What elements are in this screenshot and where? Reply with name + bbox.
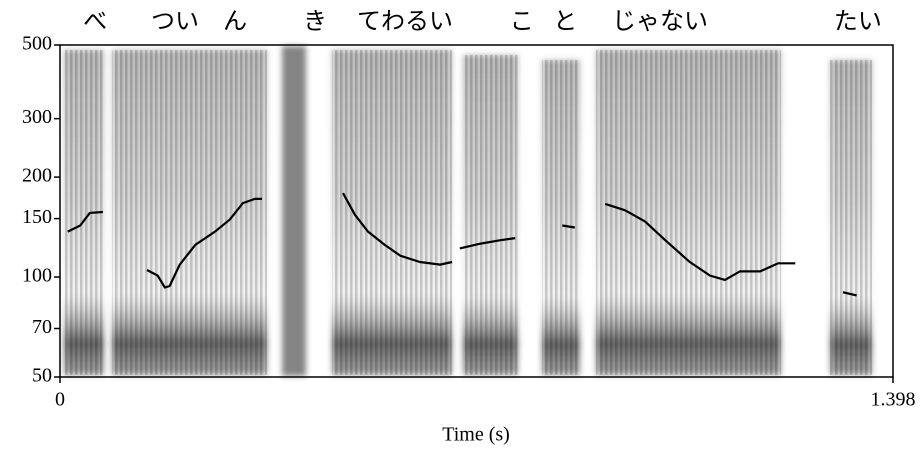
syllable-label: ん bbox=[223, 7, 247, 35]
x-tick-label: 0 bbox=[55, 389, 65, 411]
syllable-label: べ bbox=[83, 7, 107, 35]
y-tick-label: 100 bbox=[22, 265, 52, 287]
y-tick-label: 500 bbox=[22, 33, 52, 55]
syllable-label: てわるい bbox=[357, 7, 453, 35]
spectrogram-texture bbox=[64, 50, 872, 375]
y-tick-label: 300 bbox=[22, 106, 52, 128]
page: Time (s) 50 70 100 150 200 300 500 0 1.398 べ ついん き て… bbox=[0, 0, 922, 455]
y-tick-label: 200 bbox=[22, 165, 52, 187]
syllable-label: き bbox=[303, 7, 327, 35]
syllable-label: と bbox=[553, 7, 577, 35]
syllable-label: つい bbox=[151, 7, 199, 35]
x-tick-label: 1.398 bbox=[871, 389, 916, 411]
y-tick-label: 150 bbox=[22, 206, 52, 228]
x-axis-label: Time (s) bbox=[442, 424, 510, 446]
syllable-label: たい bbox=[834, 7, 882, 35]
y-tick-label: 50 bbox=[32, 365, 52, 387]
syllable-label: じゃない bbox=[612, 7, 708, 35]
chart: Time (s) 50 70 100 150 200 300 500 0 1.398 べ ついん き て… bbox=[0, 0, 922, 450]
syllable-label: こ bbox=[510, 7, 534, 35]
y-tick-label: 70 bbox=[32, 316, 52, 338]
